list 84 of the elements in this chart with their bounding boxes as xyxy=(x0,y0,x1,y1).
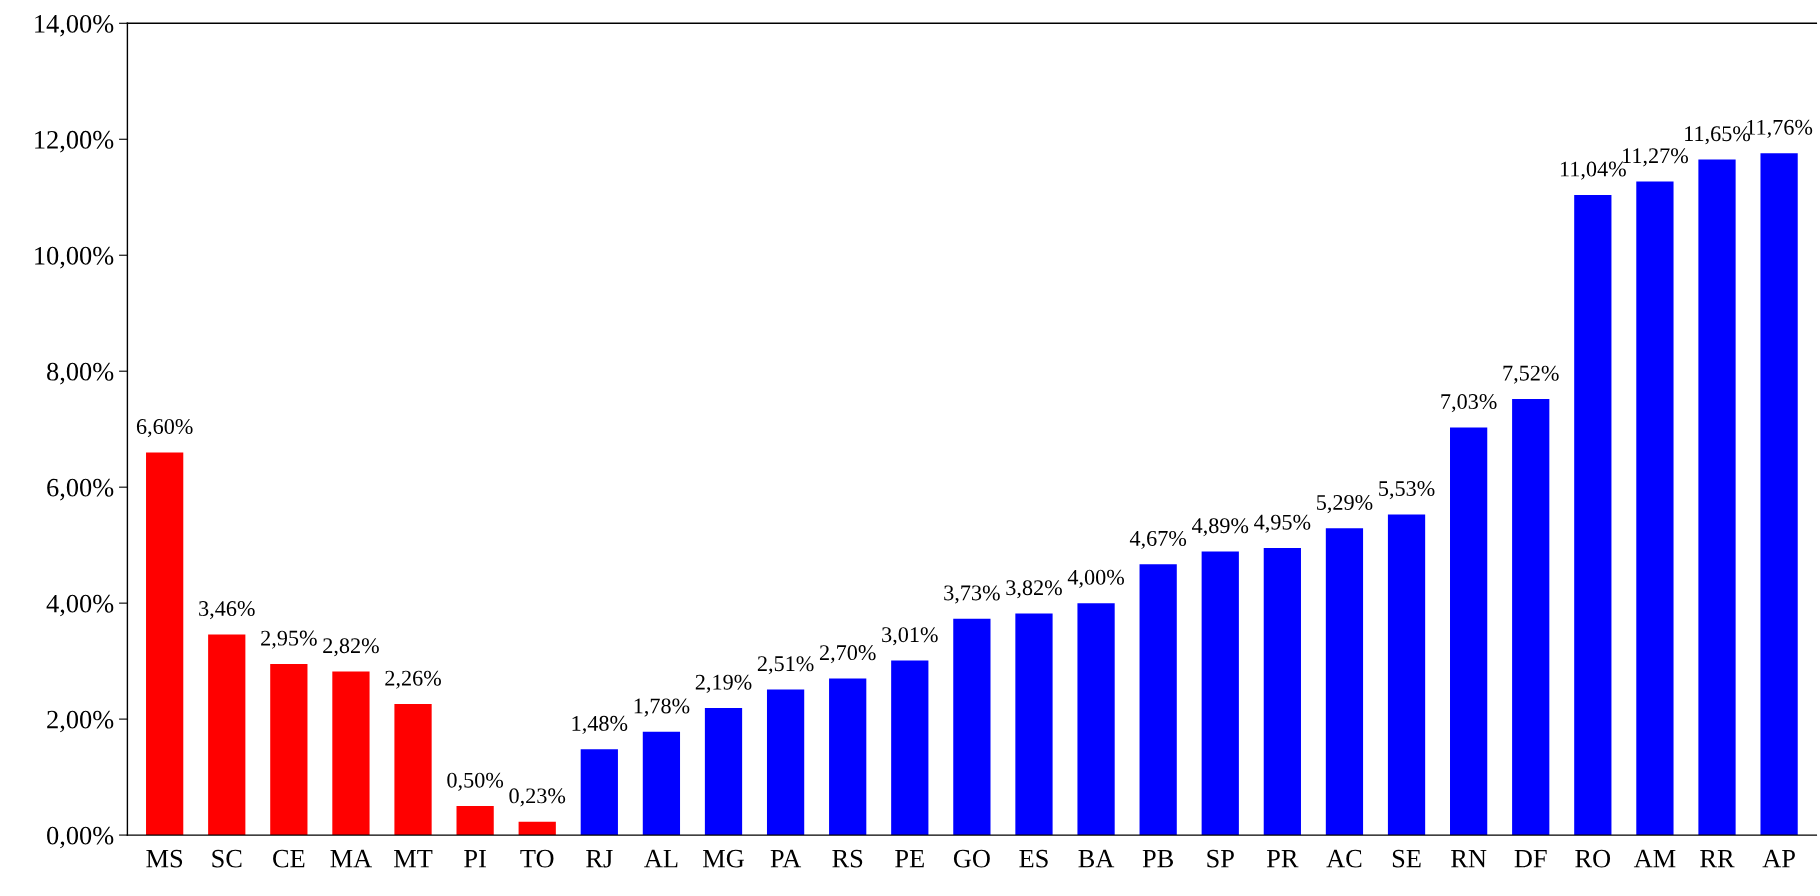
x-tick-label: RN xyxy=(1451,849,1487,868)
data-label: 5,53% xyxy=(1379,481,1435,500)
bar xyxy=(1636,181,1674,836)
data-label: 2,51% xyxy=(757,656,814,675)
x-tick-label: MA xyxy=(330,849,373,868)
data-label: 4,95% xyxy=(1254,514,1311,533)
x-tick-label: AL xyxy=(644,849,678,868)
data-label: 2,95% xyxy=(261,630,317,649)
x-tick-label: TO xyxy=(520,849,554,868)
bar xyxy=(953,618,991,836)
y-tick-label: 10,00% xyxy=(35,246,114,269)
data-label: 4,89% xyxy=(1191,518,1249,537)
data-label: 3,73% xyxy=(944,585,1000,604)
y-tick-label: 2,00% xyxy=(47,710,114,733)
x-tick-label: MG xyxy=(703,849,744,868)
x-tick-label: RR xyxy=(1700,849,1735,868)
x-tick-label: AP xyxy=(1762,849,1795,868)
bar xyxy=(1760,153,1798,836)
y-tick-label: 4,00% xyxy=(46,594,114,617)
bar xyxy=(891,660,929,836)
bar xyxy=(829,678,867,836)
bar xyxy=(766,689,805,836)
data-label: 3,01% xyxy=(882,627,938,646)
bar xyxy=(146,452,184,836)
x-tick-label: RJ xyxy=(586,849,613,868)
x-tick-label: SP xyxy=(1207,849,1234,868)
y-tick-label: 0,00% xyxy=(47,826,114,849)
data-label: 5,29% xyxy=(1317,494,1373,514)
data-label: 7,03% xyxy=(1441,394,1497,413)
bar xyxy=(394,704,432,836)
bar xyxy=(1574,194,1612,836)
bar xyxy=(1139,564,1177,836)
x-tick-label: PR xyxy=(1266,849,1299,868)
data-label: 4,67% xyxy=(1129,530,1187,550)
bar xyxy=(208,634,246,836)
y-tick-label: 6,00% xyxy=(47,478,114,501)
x-tick-label: ES xyxy=(1019,849,1048,868)
bar xyxy=(642,731,681,836)
bar xyxy=(580,749,618,836)
x-tick-label: SE xyxy=(1392,849,1421,868)
x-tick-label: SC xyxy=(212,849,242,868)
data-label: 2,70% xyxy=(819,645,876,664)
x-tick-label: PA xyxy=(770,849,802,868)
data-label: 0,50% xyxy=(447,772,504,791)
bar xyxy=(1077,603,1115,836)
x-tick-label: CE xyxy=(273,849,305,868)
x-tick-label: PE xyxy=(895,849,924,868)
bar xyxy=(1512,399,1550,836)
y-tick-label: 8,00% xyxy=(47,362,114,385)
bar xyxy=(1201,551,1239,836)
bar xyxy=(1325,528,1364,836)
data-label: 2,19% xyxy=(695,674,752,693)
x-tick-label: DF xyxy=(1514,849,1547,868)
y-tick-label: 12,00% xyxy=(35,130,114,153)
bar xyxy=(456,806,494,836)
data-label: 1,48% xyxy=(572,715,628,735)
data-label: 7,52% xyxy=(1503,365,1559,384)
bar xyxy=(1450,427,1488,836)
data-label: 2,82% xyxy=(323,638,379,657)
x-tick-label: BA xyxy=(1078,849,1115,868)
bar xyxy=(270,664,308,836)
x-tick-label: PI xyxy=(464,849,486,868)
x-tick-label: AC xyxy=(1326,849,1362,868)
x-tick-label: GO xyxy=(953,849,990,868)
x-tick-label: MT xyxy=(394,849,433,868)
data-label: 1,78% xyxy=(634,698,690,717)
bar xyxy=(1387,514,1426,836)
data-label: 3,82% xyxy=(1006,580,1062,599)
bar xyxy=(1015,613,1053,836)
data-label: 6,60% xyxy=(136,418,193,438)
data-label: 3,46% xyxy=(199,601,255,620)
y-tick-label: 14,00% xyxy=(35,14,114,37)
x-tick-label: PB xyxy=(1142,849,1174,868)
bar xyxy=(1698,159,1736,836)
x-tick-label: RS xyxy=(832,849,863,868)
bar xyxy=(704,708,743,836)
data-label: 2,26% xyxy=(385,670,441,689)
x-tick-label: AM xyxy=(1633,849,1676,868)
x-tick-label: MS xyxy=(146,849,183,868)
data-label: 4,00% xyxy=(1067,569,1125,588)
x-tick-label: RO xyxy=(1575,849,1611,868)
bar xyxy=(332,671,370,836)
data-label: 0,23% xyxy=(509,788,566,807)
bar xyxy=(1263,548,1301,836)
